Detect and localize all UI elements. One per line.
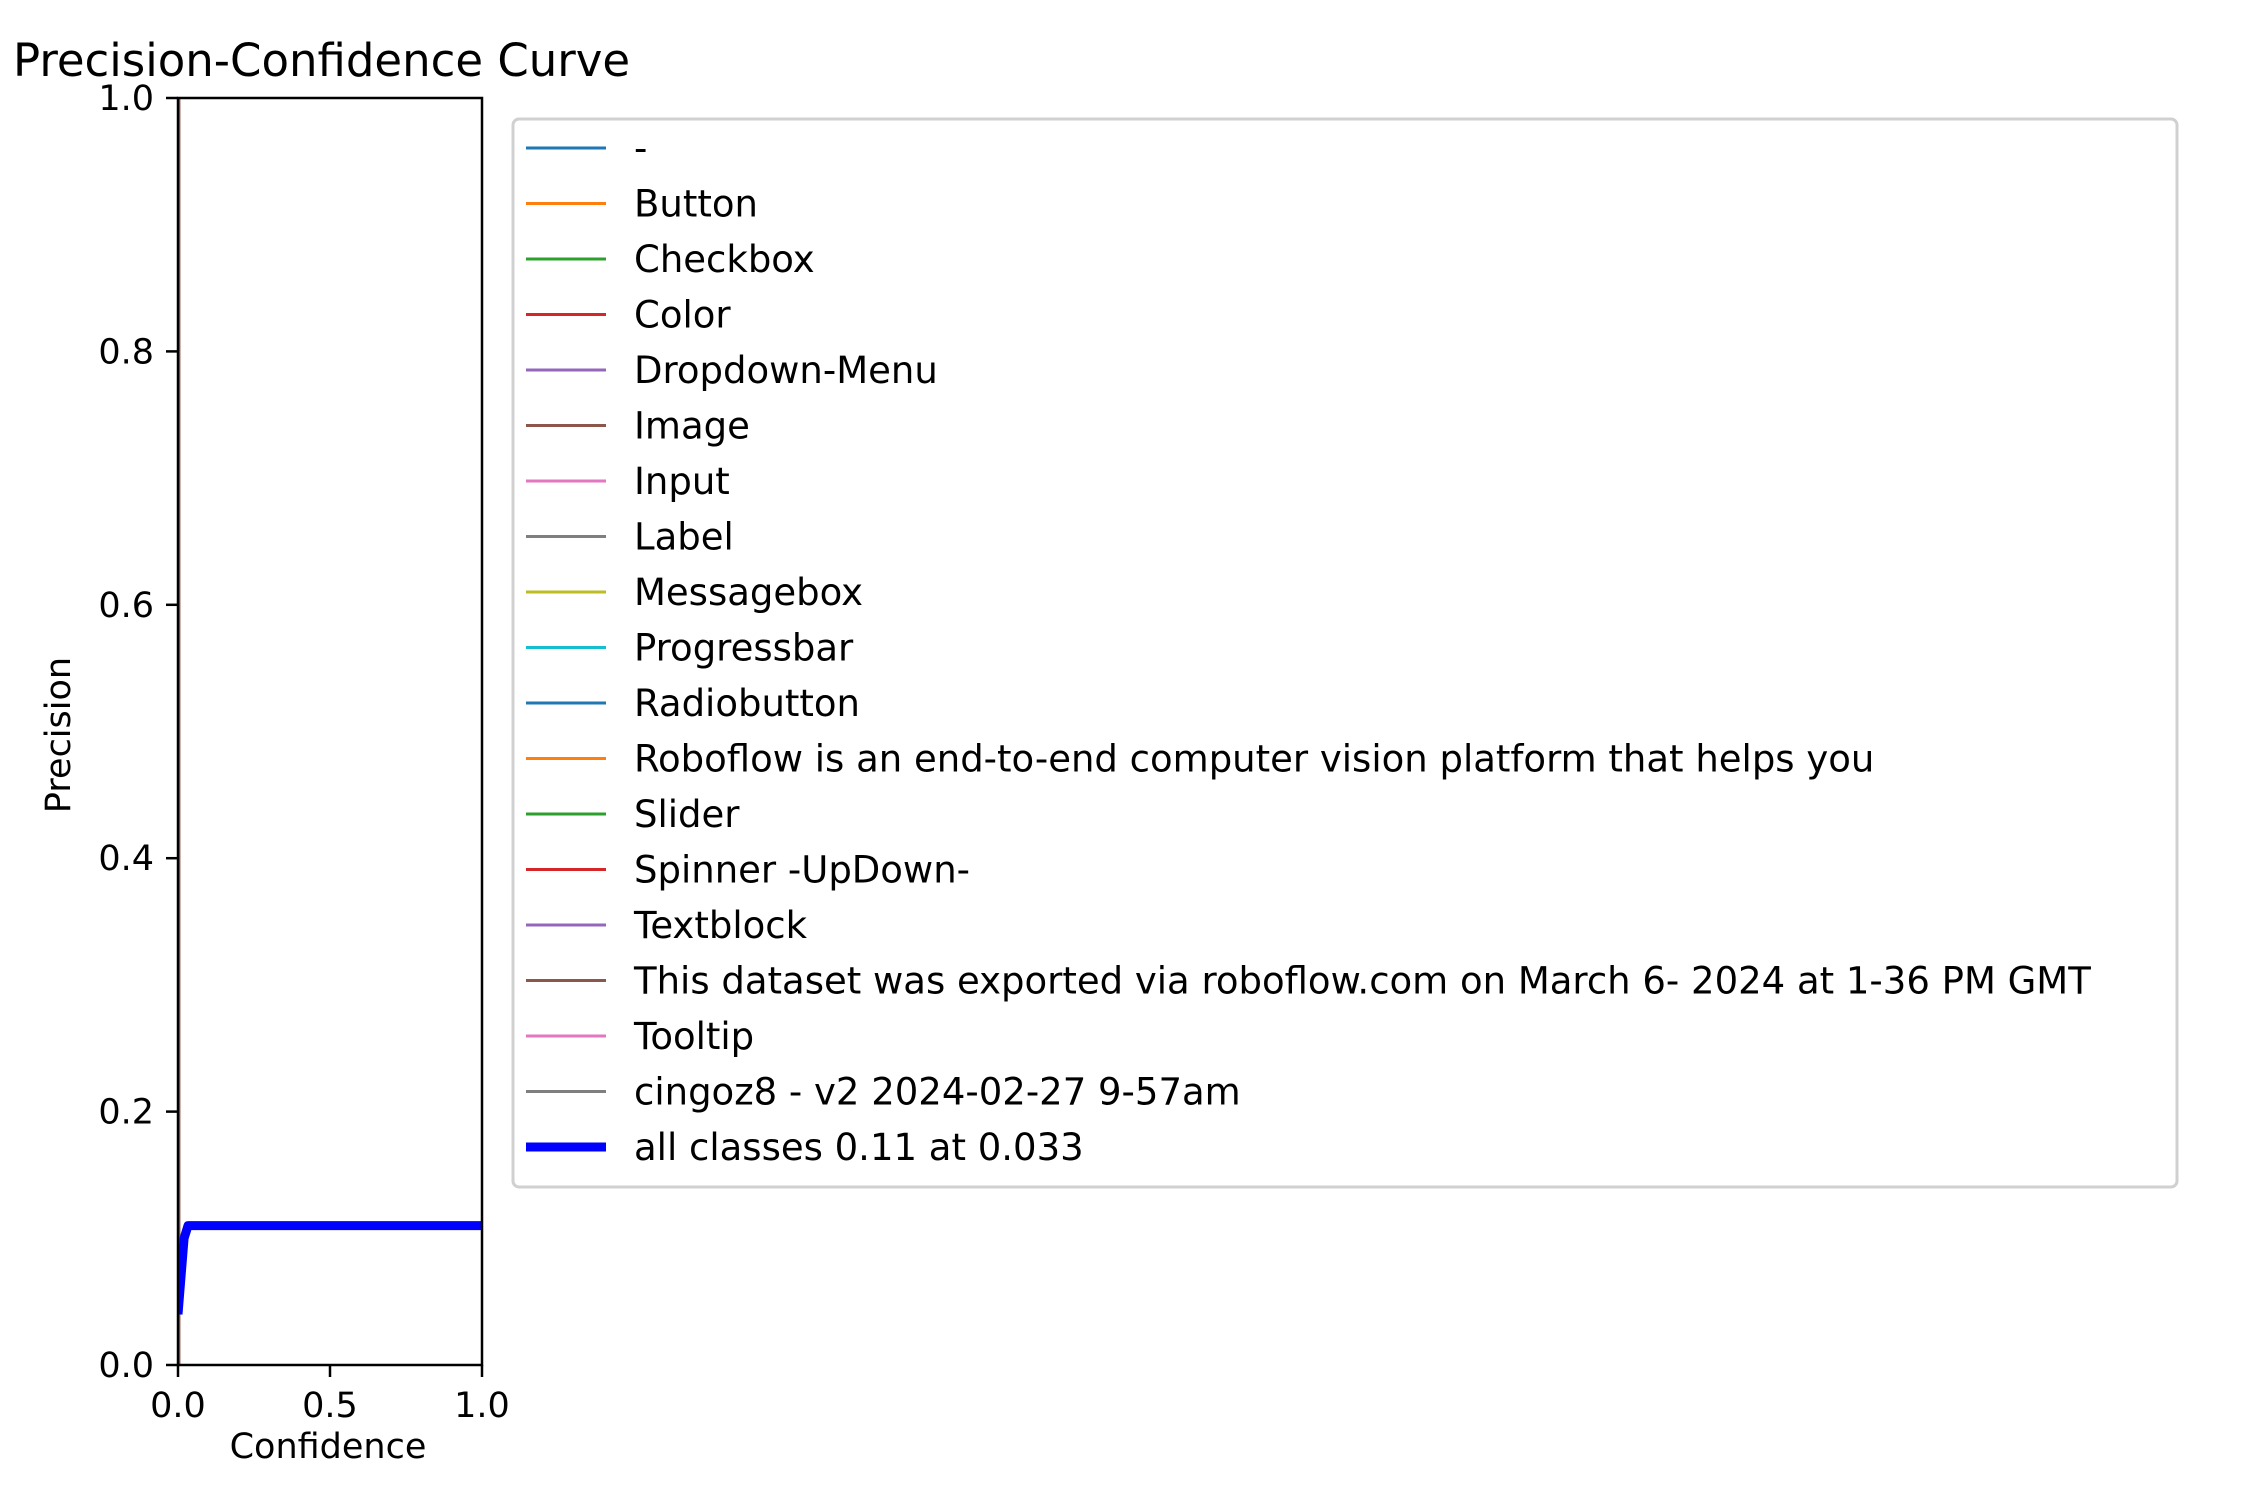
legend-label-1: Button	[634, 183, 758, 226]
x-axis: 0.0 0.5 1.0	[150, 1365, 510, 1426]
legend-label-17: cingoz8 - v2 2024-02-27 9-57am	[634, 1071, 1241, 1114]
legend-label-12: Slider	[634, 793, 740, 836]
legend-label-11: Roboflow is an end-to-end computer visio…	[634, 738, 1874, 781]
legend-label-6: Input	[634, 460, 730, 503]
y-tick-label-0: 0.0	[98, 1346, 154, 1386]
y-tick-label-4: 0.8	[98, 332, 154, 372]
legend-label-2: Checkbox	[634, 238, 815, 281]
y-tick-label-5: 1.0	[98, 79, 154, 119]
legend-label-8: Messagebox	[634, 571, 863, 614]
legend-label-3: Color	[634, 294, 731, 337]
y-tick-label-3: 0.6	[98, 586, 154, 626]
x-tick-label-1: 0.5	[302, 1386, 358, 1426]
y-tick-label-2: 0.4	[98, 839, 154, 879]
x-tick-label-2: 1.0	[454, 1386, 510, 1426]
legend-label-10: Radiobutton	[634, 682, 860, 725]
y-axis-label: Precision	[39, 657, 79, 813]
legend-label-16: Tooltip	[633, 1015, 754, 1058]
x-tick-label-0: 0.0	[150, 1386, 206, 1426]
legend-label-5: Image	[634, 405, 750, 448]
plot-frame	[176, 96, 484, 1367]
legend-label-14: Textblock	[633, 904, 808, 947]
y-axis: 0.0 0.2 0.4 0.6 0.8 1.0	[98, 79, 178, 1386]
legend: - Button Checkbox Color Dropdown-Menu Image In…	[511, 117, 2179, 1189]
chart-title: Precision-Confidence Curve	[13, 34, 630, 87]
plot-area	[176, 96, 484, 1367]
legend-label-0: -	[634, 127, 647, 170]
y-tick-label-1: 0.2	[98, 1093, 154, 1133]
legend-label-13: Spinner -UpDown-	[634, 849, 970, 892]
legend-label-4: Dropdown-Menu	[634, 349, 938, 392]
x-axis-label: Confidence	[230, 1427, 427, 1467]
series-line-18	[178, 1221, 482, 1315]
legend-frame	[511, 117, 2179, 1189]
legend-label-7: Label	[634, 516, 734, 559]
legend-label-15: This dataset was exported via roboflow.c…	[633, 960, 2091, 1003]
legend-label-9: Progressbar	[634, 627, 854, 670]
legend-label-18: all classes 0.11 at 0.033	[634, 1126, 1084, 1169]
